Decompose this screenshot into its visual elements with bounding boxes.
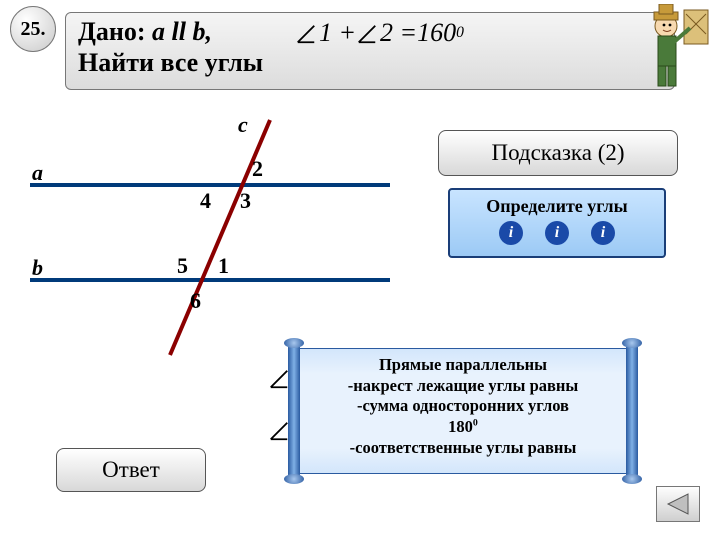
scroll-cap	[622, 474, 642, 484]
problem-number-badge: 25.	[10, 6, 56, 52]
angle-label-5: 5	[177, 253, 188, 279]
scroll-roll-right	[626, 342, 638, 480]
info-row: i i i	[450, 221, 664, 245]
angle-icon	[295, 22, 317, 44]
hint-box-title: Определите углы	[450, 196, 664, 217]
theorem-line: -накрест лежащие углы равны	[313, 376, 613, 397]
label-c: c	[238, 112, 248, 138]
problem-number: 25.	[21, 18, 46, 41]
info-icon[interactable]: i	[591, 221, 615, 245]
angle-label-2: 2	[252, 156, 263, 182]
label-a: a	[32, 160, 43, 186]
given-prefix: Дано:	[78, 17, 152, 46]
angle-label-6: 6	[190, 288, 201, 314]
scroll-roll-left	[288, 342, 300, 480]
scroll-cap	[622, 338, 642, 348]
answer-button[interactable]: Ответ	[56, 448, 206, 492]
scroll-cap	[284, 338, 304, 348]
angle-label-4: 4	[200, 188, 211, 214]
hint-button-label: Подсказка (2)	[491, 140, 624, 166]
theorem-line: Прямые параллельны	[313, 355, 613, 376]
theorem-line: -сумма односторонних углов	[313, 396, 613, 417]
angle-label-3: 3	[240, 188, 251, 214]
header-text: Дано: a ll b, Найти все углы	[78, 16, 263, 78]
eq-deg: 0	[456, 24, 464, 42]
answer-button-label: Ответ	[102, 457, 160, 483]
angle-icon	[356, 22, 378, 44]
scroll-cap	[284, 474, 304, 484]
given-vars: a ll b,	[152, 17, 212, 46]
slide-stage: 25. Дано: a ll b, Найти все углы 1 + 2 =…	[0, 0, 720, 540]
angle-icon	[268, 368, 290, 390]
header-equation: 1 + 2 = 1600	[295, 18, 464, 48]
theorem-line: -соответственные углы равны	[313, 438, 613, 459]
mascot-illustration	[644, 4, 712, 90]
theorem-text: Прямые параллельны -накрест лежащие углы…	[298, 348, 628, 474]
angle-label-1: 1	[218, 253, 229, 279]
theorem-line: 1800	[313, 417, 613, 438]
info-icon[interactable]: i	[545, 221, 569, 245]
info-icon[interactable]: i	[499, 221, 523, 245]
hint-button[interactable]: Подсказка (2)	[438, 130, 678, 176]
eq-rhs: 160	[417, 18, 456, 48]
nav-back-button[interactable]	[656, 486, 700, 522]
theorem-scroll: Прямые параллельны -накрест лежащие углы…	[288, 342, 638, 480]
task-text: Найти все углы	[78, 48, 263, 77]
triangle-left-icon	[664, 492, 692, 516]
label-b: b	[32, 255, 43, 281]
angle-icon	[268, 420, 290, 442]
hint-box: Определите углы i i i	[448, 188, 666, 258]
geometry-diagram: a b c 2 3 4 1 5 6	[30, 120, 410, 370]
